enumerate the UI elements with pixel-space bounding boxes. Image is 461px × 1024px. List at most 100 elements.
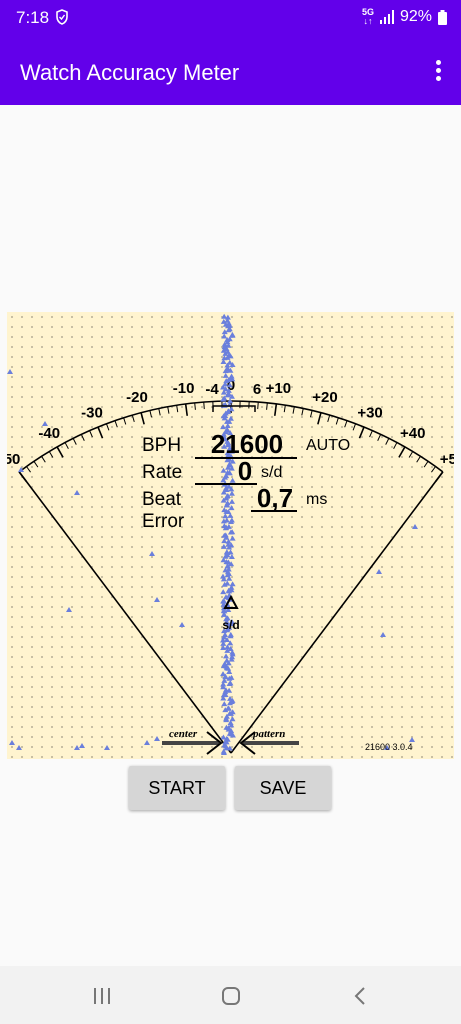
beat-marker [220, 749, 227, 755]
beat-marker [227, 430, 234, 436]
beat-marker [221, 608, 228, 614]
network-type-icon: 5G ↓↑ [361, 7, 374, 26]
beat-marker [220, 477, 227, 483]
scale-tick [352, 423, 357, 431]
bph-underline [195, 457, 297, 459]
scale-tick [131, 414, 135, 422]
scale-tick [48, 451, 54, 458]
scale-tick [176, 405, 179, 413]
network-label: 5G [361, 7, 374, 17]
system-nav-bar [0, 966, 461, 1024]
rate-value: 0 [237, 456, 253, 486]
scatter-marker [154, 736, 160, 741]
center-arrow [162, 731, 223, 755]
inner-scale-label: -4 [205, 381, 219, 398]
beat-marker [228, 674, 235, 680]
beat-marker [224, 339, 231, 345]
beat-marker [221, 313, 228, 319]
scale-tick [273, 403, 278, 416]
beat-marker [225, 342, 232, 348]
rate-indicator-icon [223, 594, 239, 609]
scale-tick [431, 466, 436, 473]
beat-marker [223, 637, 230, 643]
back-icon[interactable] [353, 986, 367, 1006]
beat-marker [225, 391, 232, 397]
scale-tick [377, 434, 382, 441]
bph-label: BPH [142, 435, 182, 456]
beat-marker [227, 633, 234, 639]
meter-graphic: -50 -40 -30 -20 -10 0 +10 +20 +30 +40 +50 -4 6 s/d c… [7, 313, 454, 755]
beat-marker [222, 372, 229, 378]
beat-marker [221, 538, 228, 544]
start-button[interactable]: START [129, 766, 225, 810]
scale-tick [358, 426, 365, 439]
beat-marker [226, 382, 233, 388]
beat-marker [220, 557, 227, 563]
scale-label: -10 [173, 380, 195, 397]
scale-tick [123, 417, 127, 425]
save-button[interactable]: SAVE [235, 766, 331, 810]
beat-marker [220, 681, 227, 687]
home-icon[interactable] [221, 986, 241, 1006]
beat-trail [220, 313, 236, 755]
beat-marker [228, 465, 235, 471]
scale-label: -20 [126, 389, 148, 406]
beat-marker [224, 647, 231, 653]
scale-tick [97, 426, 104, 439]
beat-marker [225, 665, 232, 671]
beat-marker [222, 513, 229, 519]
beat-marker [224, 418, 231, 424]
beat-marker [221, 634, 228, 640]
scale-tick [393, 442, 398, 449]
beat-marker [225, 538, 232, 544]
beat-marker [229, 581, 236, 587]
beat-marker [226, 745, 233, 751]
beat-marker [222, 739, 229, 745]
scatter-marker [380, 632, 386, 637]
beat-marker [224, 563, 231, 569]
beat-marker [229, 498, 236, 504]
beat-marker [220, 543, 227, 549]
beat-marker [220, 692, 227, 698]
scatter-marker [376, 569, 382, 574]
scale-tick [158, 408, 161, 416]
scale-tick [292, 406, 295, 414]
scale-tick [114, 420, 118, 428]
beat-marker [229, 535, 236, 541]
beat-marker [223, 717, 230, 723]
beat-marker [224, 362, 231, 368]
scale-label: +40 [400, 425, 425, 442]
more-options-icon[interactable] [435, 60, 443, 86]
rate-underline [195, 483, 257, 485]
scale-tick [283, 405, 286, 413]
battery-icon [438, 9, 447, 25]
scatter-marker [18, 467, 24, 472]
beat-marker [227, 720, 234, 726]
beat-marker [227, 700, 234, 706]
beat-marker [222, 410, 229, 416]
beat-marker [226, 359, 233, 365]
scatter-marker [16, 745, 22, 750]
beat-marker [224, 615, 231, 621]
pattern-label: pattern [252, 728, 285, 740]
status-bar: 7:18 5G ↓↑ 92% [0, 0, 461, 38]
beat-marker [223, 653, 230, 659]
beat-marker [226, 544, 233, 550]
beat-marker [220, 734, 227, 740]
recent-apps-icon[interactable] [92, 987, 112, 1005]
scale-tick [385, 438, 390, 445]
beat-marker [221, 701, 228, 707]
beat-marker [221, 443, 228, 449]
scale-tick [203, 402, 205, 410]
beat-marker [220, 663, 227, 669]
beat-marker [225, 660, 232, 666]
beat-marker [220, 431, 227, 437]
rate-label: Rate [142, 462, 183, 483]
beat-marker [227, 640, 234, 646]
beat-marker [229, 477, 236, 483]
status-time: 7:18 [16, 8, 50, 27]
beat-marker [223, 534, 230, 540]
beat-marker [226, 575, 233, 581]
scale-tick [18, 471, 28, 482]
scale-label: -50 [7, 451, 20, 468]
